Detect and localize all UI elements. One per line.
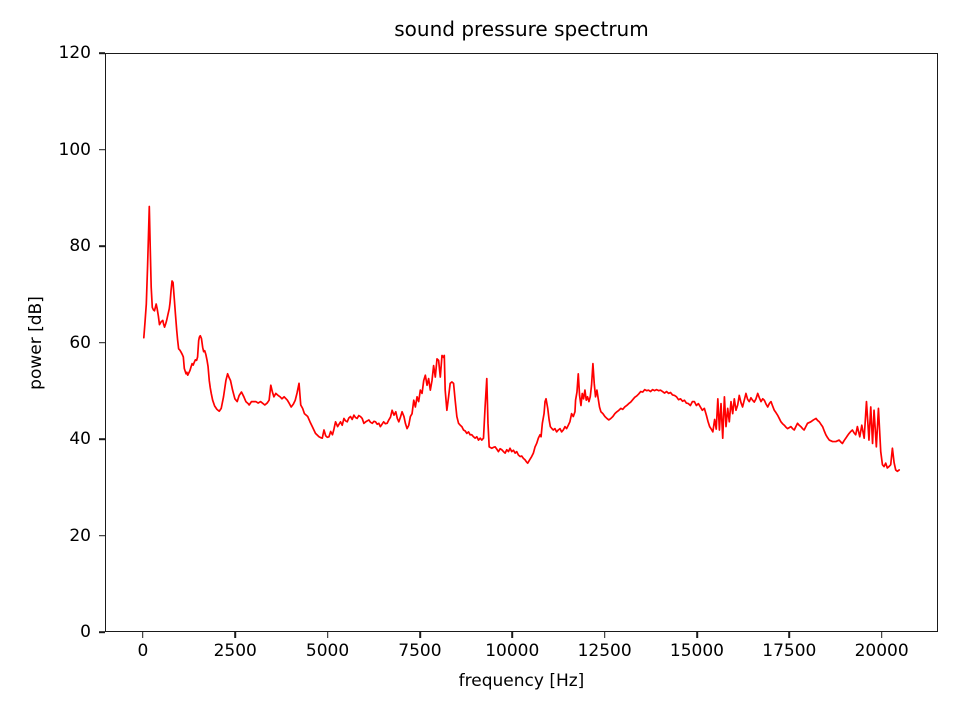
y-tick-mark bbox=[99, 631, 105, 633]
x-tick-label: 20000 bbox=[854, 641, 909, 661]
y-tick-mark bbox=[99, 52, 105, 54]
y-tick-label: 0 bbox=[80, 622, 91, 642]
x-tick-mark bbox=[326, 632, 329, 638]
y-tick-label: 60 bbox=[69, 332, 91, 353]
plot-area bbox=[105, 53, 938, 632]
x-tick-label: 0 bbox=[137, 641, 149, 661]
y-tick-label: 40 bbox=[69, 429, 91, 449]
x-tick-mark bbox=[511, 632, 514, 638]
x-tick-label: 7500 bbox=[398, 641, 442, 661]
x-tick-label: 15000 bbox=[669, 641, 724, 661]
x-tick-label: 12500 bbox=[577, 641, 632, 661]
spectrum-line bbox=[142, 205, 901, 473]
x-tick-mark bbox=[234, 632, 236, 638]
y-tick-label: 120 bbox=[58, 43, 91, 63]
x-tick-label: 5000 bbox=[305, 641, 350, 661]
y-tick-mark bbox=[99, 245, 105, 247]
x-tick-mark bbox=[142, 632, 144, 638]
y-tick-mark bbox=[99, 341, 105, 344]
y-tick-label: 20 bbox=[69, 525, 91, 546]
x-tick-label: 2500 bbox=[213, 641, 257, 661]
x-tick-mark bbox=[603, 632, 606, 638]
x-axis-label: frequency [Hz] bbox=[458, 671, 585, 691]
x-tick-mark bbox=[696, 632, 698, 638]
y-tick-label: 100 bbox=[58, 139, 91, 160]
y-tick-mark bbox=[99, 148, 105, 151]
x-tick-label: 10000 bbox=[485, 641, 540, 661]
x-tick-mark bbox=[880, 632, 883, 638]
x-tick-mark bbox=[788, 632, 791, 638]
chart-title: sound pressure spectrum bbox=[394, 17, 649, 41]
x-tick-label: 17500 bbox=[762, 641, 817, 661]
y-tick-label: 80 bbox=[69, 236, 91, 256]
x-tick-mark bbox=[419, 632, 421, 638]
plot-canvas bbox=[142, 205, 901, 473]
y-tick-mark bbox=[99, 438, 105, 440]
y-tick-mark bbox=[99, 534, 105, 537]
